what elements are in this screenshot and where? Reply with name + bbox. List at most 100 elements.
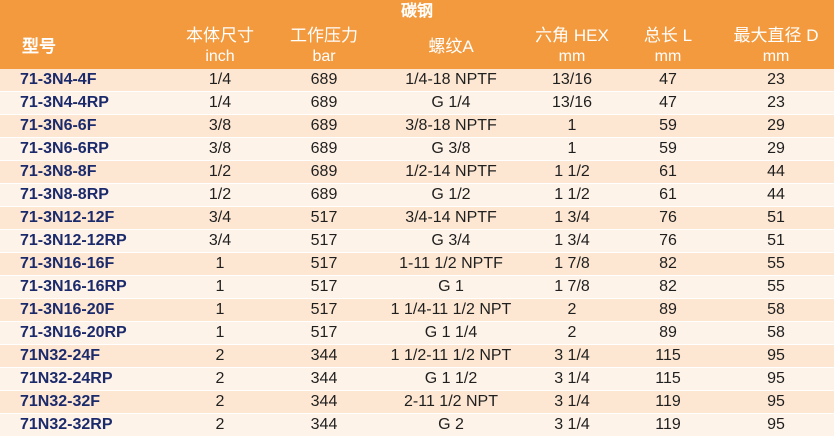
thread-cell: 2-11 1/2 NPT <box>376 390 526 414</box>
model-header: 型号 <box>0 24 168 69</box>
model-cell: 71N32-32F <box>0 390 168 414</box>
diameter-cell: 44 <box>718 183 834 207</box>
model-cell: 71-3N4-4RP <box>0 91 168 115</box>
length-cell: 115 <box>618 367 718 391</box>
thread-cell: 3/8-18 NPTF <box>376 114 526 138</box>
body-size-header: 本体尺寸 <box>168 24 272 47</box>
table-header: 碳钢 型号 本体尺寸 工作压力 螺纹A 六角 HEX 总长 L 最大直径 D i… <box>0 0 834 69</box>
hex-cell: 1 <box>526 137 618 161</box>
length-cell: 115 <box>618 344 718 368</box>
body-size-cell: 1/4 <box>168 91 272 115</box>
table-row: 71-3N16-20RP 1 517 G 1 1/4 2 89 58 <box>0 321 834 345</box>
length-cell: 76 <box>618 229 718 253</box>
pressure-cell: 517 <box>272 206 376 230</box>
length-cell: 119 <box>618 390 718 414</box>
length-cell: 82 <box>618 252 718 276</box>
hex-cell: 3 1/4 <box>526 413 618 437</box>
hex-cell: 13/16 <box>526 69 618 92</box>
table-row: 71N32-32F 2 344 2-11 1/2 NPT 3 1/4 119 95 <box>0 390 834 414</box>
length-cell: 61 <box>618 160 718 184</box>
diameter-cell: 55 <box>718 252 834 276</box>
body-size-cell: 1 <box>168 298 272 322</box>
diameter-cell: 51 <box>718 229 834 253</box>
model-cell: 71N32-32RP <box>0 413 168 437</box>
model-cell: 71-3N8-8F <box>0 160 168 184</box>
pressure-cell: 517 <box>272 275 376 299</box>
body-size-cell: 1/2 <box>168 160 272 184</box>
hex-cell: 2 <box>526 298 618 322</box>
model-cell: 71-3N16-16F <box>0 252 168 276</box>
diameter-header: 最大直径 D <box>718 24 834 47</box>
diameter-cell: 95 <box>718 344 834 368</box>
model-cell: 71-3N12-12RP <box>0 229 168 253</box>
body-size-cell: 3/8 <box>168 137 272 161</box>
thread-cell: 3/4-14 NPTF <box>376 206 526 230</box>
diameter-cell: 95 <box>718 413 834 437</box>
diameter-cell: 95 <box>718 367 834 391</box>
length-cell: 47 <box>618 91 718 115</box>
hex-cell: 1 1/2 <box>526 183 618 207</box>
model-cell: 71-3N16-16RP <box>0 275 168 299</box>
model-cell: 71-3N8-8RP <box>0 183 168 207</box>
length-cell: 89 <box>618 298 718 322</box>
table-row: 71-3N4-4RP 1/4 689 G 1/4 13/16 47 23 <box>0 91 834 115</box>
body-size-cell: 2 <box>168 367 272 391</box>
unit-row: inch bar mm mm mm <box>0 47 834 69</box>
hex-cell: 1 3/4 <box>526 229 618 253</box>
table-row: 71-3N12-12RP 3/4 517 G 3/4 1 3/4 76 51 <box>0 229 834 253</box>
hex-cell: 1 7/8 <box>526 275 618 299</box>
pressure-cell: 689 <box>272 91 376 115</box>
length-cell: 76 <box>618 206 718 230</box>
model-cell: 71-3N4-4F <box>0 69 168 92</box>
body-size-cell: 2 <box>168 413 272 437</box>
thread-cell: G 1/2 <box>376 183 526 207</box>
thread-cell: 1/4-18 NPTF <box>376 69 526 92</box>
body-size-unit: inch <box>168 47 272 69</box>
diameter-cell: 23 <box>718 91 834 115</box>
body-size-cell: 1 <box>168 252 272 276</box>
length-header: 总长 L <box>618 24 718 47</box>
pressure-cell: 517 <box>272 252 376 276</box>
thread-cell: 1 1/2-11 1/2 NPT <box>376 344 526 368</box>
pressure-cell: 344 <box>272 413 376 437</box>
model-cell: 71-3N6-6F <box>0 114 168 138</box>
body-size-cell: 1/4 <box>168 69 272 92</box>
body-size-cell: 3/4 <box>168 206 272 230</box>
table-row: 71-3N6-6RP 3/8 689 G 3/8 1 59 29 <box>0 137 834 161</box>
model-cell: 71-3N12-12F <box>0 206 168 230</box>
hex-cell: 1 <box>526 114 618 138</box>
diameter-cell: 23 <box>718 69 834 92</box>
body-size-cell: 1 <box>168 321 272 345</box>
hex-unit: mm <box>526 47 618 69</box>
pressure-cell: 344 <box>272 390 376 414</box>
diameter-cell: 95 <box>718 390 834 414</box>
body-size-cell: 2 <box>168 390 272 414</box>
hex-cell: 3 1/4 <box>526 390 618 414</box>
body-size-cell: 2 <box>168 344 272 368</box>
thread-cell: G 1 1/2 <box>376 367 526 391</box>
length-cell: 89 <box>618 321 718 345</box>
pressure-header: 工作压力 <box>272 24 376 47</box>
thread-cell: 1 1/4-11 1/2 NPT <box>376 298 526 322</box>
pressure-cell: 517 <box>272 298 376 322</box>
diameter-cell: 29 <box>718 114 834 138</box>
hex-cell: 13/16 <box>526 91 618 115</box>
thread-cell: G 3/4 <box>376 229 526 253</box>
hex-cell: 3 1/4 <box>526 344 618 368</box>
model-cell: 71-3N16-20F <box>0 298 168 322</box>
column-header-row: 型号 本体尺寸 工作压力 螺纹A 六角 HEX 总长 L 最大直径 D <box>0 24 834 69</box>
table-row: 71-3N16-16F 1 517 1-11 1/2 NPTF 1 7/8 82 55 <box>0 252 834 276</box>
table-row: 71-3N16-20F 1 517 1 1/4-11 1/2 NPT 2 89 58 <box>0 298 834 322</box>
diameter-cell: 51 <box>718 206 834 230</box>
table-row: 71N32-24RP 2 344 G 1 1/2 3 1/4 115 95 <box>0 367 834 391</box>
thread-cell: 1/2-14 NPTF <box>376 160 526 184</box>
thread-header: 螺纹A <box>376 24 526 69</box>
length-cell: 82 <box>618 275 718 299</box>
model-cell: 71N32-24F <box>0 344 168 368</box>
hex-cell: 1 7/8 <box>526 252 618 276</box>
table-row: 71-3N8-8RP 1/2 689 G 1/2 1 1/2 61 44 <box>0 183 834 207</box>
model-cell: 71-3N16-20RP <box>0 321 168 345</box>
hex-cell: 2 <box>526 321 618 345</box>
